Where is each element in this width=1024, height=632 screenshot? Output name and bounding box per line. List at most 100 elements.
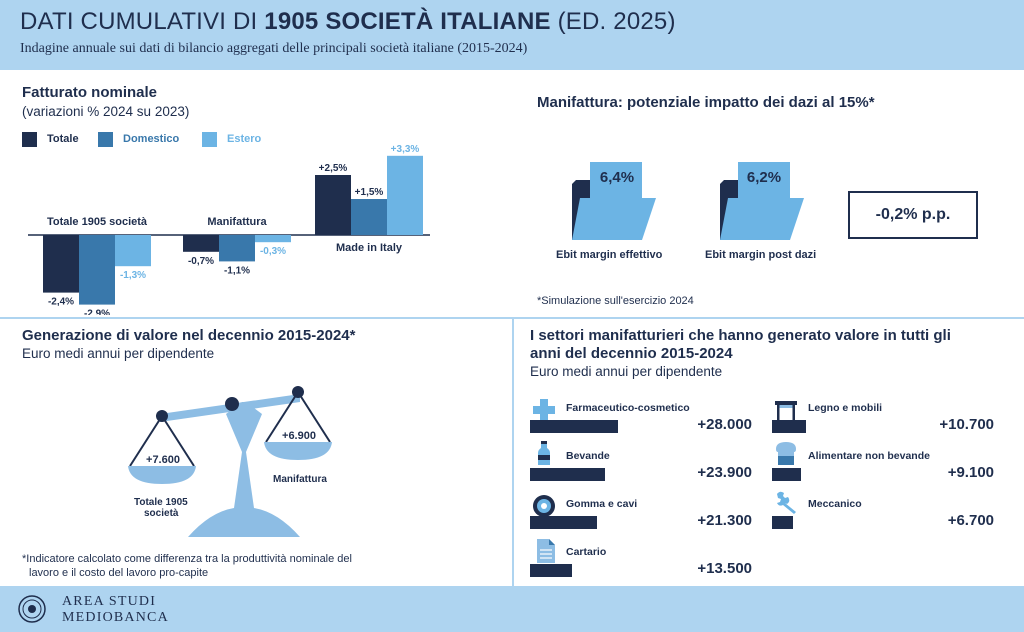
legend-label-domestico: Domestico — [123, 133, 180, 145]
legend-swatch-domestico — [98, 131, 113, 147]
sector-name: Meccanico — [808, 498, 862, 510]
legend-label-estero: Estero — [227, 133, 262, 145]
sector-legno: Legno e mobili +10.700 — [772, 401, 994, 452]
sector-value: +28.000 — [697, 416, 752, 433]
brand-name: AREA STUDI MEDIOBANCA — [62, 594, 169, 626]
balance-scale-icon — [128, 386, 332, 537]
scale-right-label: Manifattura — [273, 474, 327, 485]
sector-bar — [530, 420, 618, 433]
sector-value: +13.500 — [697, 560, 752, 577]
category-label-0: Totale 1905 società — [47, 216, 148, 228]
folder-icon-effettivo — [572, 162, 656, 240]
sector-value: +23.900 — [697, 464, 752, 481]
sector-bar — [530, 516, 597, 529]
bar-estero-2 — [387, 155, 423, 235]
bar-label-estero-2: +3,3% — [391, 145, 420, 155]
sector-alimentare: Alimentare non bevande +9.100 — [772, 442, 994, 500]
scale-right-value: +6.900 — [282, 430, 316, 442]
header-band: DATI CUMULATIVI DI 1905 SOCIETÀ ITALIANE… — [0, 0, 1024, 70]
bar-label-estero-1: -0,3% — [260, 246, 286, 257]
sector-value: +10.700 — [939, 416, 994, 433]
valore-footnote-line-2: lavoro e il costo del lavoro pro-capite — [29, 567, 209, 579]
sector-name: Farmaceutico-cosmetico — [566, 402, 690, 414]
valore-footnote-line-1: *Indicatore calcolato come differenza tr… — [22, 553, 352, 565]
sector-bar — [530, 468, 605, 481]
settori-title-line-2: anni del decennio 2015-2024 — [530, 345, 733, 362]
dazi-title: Manifattura: potenziale impatto dei dazi… — [537, 94, 875, 111]
legend-swatch-estero — [202, 131, 217, 147]
sector-value: +9.100 — [947, 464, 994, 481]
bar-label-totale-0: -2,4% — [48, 297, 74, 308]
page-title: DATI CUMULATIVI DI 1905 SOCIETÀ ITALIANE… — [20, 8, 676, 35]
folder-icon-post-dazi — [720, 162, 804, 240]
category-label-2: Made in Italy — [336, 242, 403, 254]
folder-label-post-dazi: Ebit margin post dazi — [705, 249, 817, 261]
legend-label-totale: Totale — [47, 133, 79, 145]
bar-label-domestico-1: -1,1% — [224, 265, 250, 276]
scale-left-label-1: Totale 1905 — [134, 497, 188, 508]
page-subtitle: Indagine annuale sui dati di bilancio ag… — [20, 41, 528, 56]
bar-label-totale-1: -0,7% — [188, 256, 214, 267]
sector-bar — [530, 564, 572, 577]
fatturato-title: Fatturato nominale — [22, 84, 158, 101]
legend-swatch-totale — [22, 131, 37, 147]
sector-name: Alimentare non bevande — [808, 450, 930, 462]
sector-meccanico: Meccanico +6.700 — [772, 491, 994, 548]
sector-name: Cartario — [566, 546, 607, 558]
brand-line-2: MEDIOBANCA — [62, 610, 169, 625]
bar-totale-2 — [315, 175, 351, 235]
category-label-1: Manifattura — [207, 216, 267, 228]
sector-bar — [772, 468, 801, 481]
table-icon — [775, 401, 797, 420]
dazi-note: *Simulazione sull'esercizio 2024 — [537, 295, 694, 307]
folder-label-effettivo: Ebit margin effettivo — [556, 249, 663, 261]
scale-left-label-2: società — [144, 508, 179, 519]
sector-gomma: Gomma e cavi +21.300 — [530, 495, 752, 548]
sector-cartario: Cartario +13.500 — [530, 539, 752, 596]
sector-bevande: Bevande +23.900 — [530, 441, 752, 500]
bread-icon — [776, 442, 796, 465]
footer-band: AREA STUDI MEDIOBANCA — [0, 586, 1024, 632]
sector-bar — [772, 516, 793, 529]
section-divider-vertical — [512, 318, 514, 586]
bottle-icon — [538, 441, 550, 465]
wrench-icon — [777, 491, 796, 514]
bar-domestico-1 — [219, 235, 255, 262]
cross-icon — [533, 399, 555, 421]
paper-icon — [537, 539, 555, 563]
legend-domestico: Domestico — [98, 131, 179, 147]
bar-label-totale-2: +2,5% — [319, 163, 348, 174]
sector-value: +6.700 — [947, 512, 994, 529]
valore-subtitle: Euro medi annui per dipendente — [22, 346, 215, 361]
bar-totale-0 — [43, 235, 79, 293]
sector-name: Gomma e cavi — [566, 498, 638, 510]
valore-footnote: *Indicatore calcolato come differenza tr… — [22, 552, 352, 580]
fatturato-bar-chart: -2,4%-2,9%-1,3%Totale 1905 società-0,7%-… — [28, 145, 430, 315]
legend-totale: Totale — [22, 131, 79, 147]
bar-label-estero-0: -1,3% — [120, 270, 146, 281]
sector-name: Legno e mobili — [808, 402, 883, 414]
mediobanca-seal-icon — [18, 595, 46, 623]
bar-label-domestico-2: +1,5% — [355, 187, 384, 198]
folder-value-post-dazi: 6,2% — [746, 169, 782, 186]
bar-totale-1 — [183, 235, 219, 252]
settori-title-line-1: I settori manifatturieri che hanno gener… — [530, 327, 951, 344]
fatturato-subtitle: (variazioni % 2024 su 2023) — [22, 104, 190, 119]
sector-bar — [772, 420, 806, 433]
sector-farmaceutico: Farmaceutico-cosmetico +28.000 — [530, 399, 752, 452]
delta-box: -0,2% p.p. — [848, 191, 978, 239]
sector-value: +21.300 — [697, 512, 752, 529]
cable-reel-icon — [533, 495, 555, 517]
brand-line-1: AREA STUDI — [62, 594, 157, 609]
legend-estero: Estero — [202, 131, 261, 147]
bar-domestico-2 — [351, 199, 387, 235]
bar-estero-0 — [115, 235, 151, 267]
bar-estero-1 — [255, 235, 291, 243]
settori-subtitle: Euro medi annui per dipendente — [530, 364, 723, 379]
scale-left-value: +7.600 — [146, 454, 180, 466]
folder-value-effettivo: 6,4% — [599, 169, 635, 186]
bar-domestico-0 — [79, 235, 115, 305]
valore-title: Generazione di valore nel decennio 2015-… — [22, 327, 356, 344]
sector-name: Bevande — [566, 450, 610, 462]
bar-label-domestico-0: -2,9% — [84, 309, 110, 315]
